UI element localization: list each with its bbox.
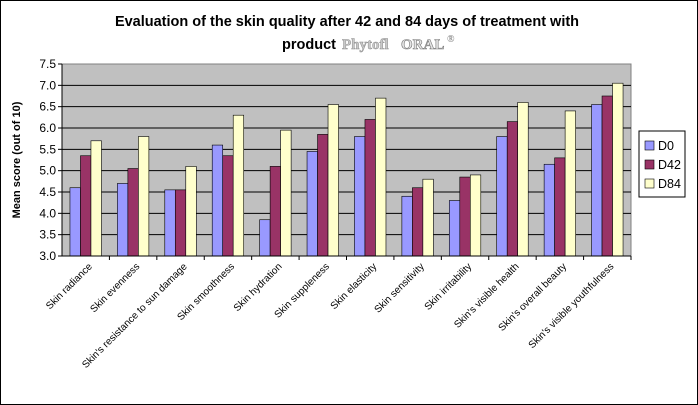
y-tick-label: 6.0 bbox=[39, 121, 56, 135]
x-tick-label: Skin's visible youthfulness bbox=[527, 261, 617, 351]
bar-d42 bbox=[459, 176, 471, 257]
bar-d42 bbox=[506, 121, 519, 257]
legend: D0 D42 D84 bbox=[638, 130, 686, 198]
bar-d0 bbox=[448, 200, 461, 257]
legend-swatch-d42 bbox=[644, 159, 655, 170]
legend-label-d42: D42 bbox=[658, 158, 681, 172]
bar-d42 bbox=[364, 119, 376, 257]
bar-d0 bbox=[117, 183, 129, 257]
legend-swatch-d0 bbox=[644, 140, 655, 151]
product-logo-part2: ORAL bbox=[401, 37, 444, 53]
x-tick-label: Skin irritability bbox=[423, 261, 474, 312]
y-tick-label: 4.5 bbox=[39, 185, 56, 199]
bar-d42 bbox=[317, 134, 329, 257]
bar-d0 bbox=[591, 104, 603, 257]
x-tick-label: Skin hydration bbox=[232, 261, 285, 314]
legend-swatch-d84 bbox=[644, 178, 655, 189]
bar-d84 bbox=[612, 82, 624, 257]
legend-label-d0: D0 bbox=[658, 139, 674, 153]
chart-title-line1: Evaluation of the skin quality after 42 … bbox=[115, 14, 579, 30]
y-tick-label: 6.5 bbox=[39, 100, 56, 114]
bar-d0 bbox=[306, 151, 318, 257]
bar-d0 bbox=[211, 144, 224, 257]
bar-d84 bbox=[280, 129, 292, 257]
bar-d84 bbox=[90, 140, 102, 257]
y-axis-label: Mean score (out of 10) bbox=[11, 101, 23, 218]
y-tick-label: 5.5 bbox=[39, 142, 56, 156]
bar-d0 bbox=[543, 163, 555, 257]
bar-d0 bbox=[69, 187, 81, 257]
x-tick-label: Skin sensitivity bbox=[373, 261, 427, 315]
registered-mark: ® bbox=[447, 34, 455, 45]
bar-d0 bbox=[401, 195, 413, 257]
bar-d84 bbox=[185, 166, 197, 257]
bar-d84 bbox=[422, 178, 434, 257]
x-tick-label: Skin evenness bbox=[88, 261, 142, 315]
bar-d42 bbox=[222, 155, 234, 257]
bar-d84 bbox=[517, 102, 529, 257]
bar-d42 bbox=[80, 155, 92, 257]
bar-d42 bbox=[174, 189, 187, 257]
bar-d0 bbox=[164, 189, 176, 257]
bar-d84 bbox=[138, 136, 150, 257]
legend-label-d84: D84 bbox=[658, 177, 681, 191]
y-tick-label: 7.0 bbox=[39, 78, 56, 92]
grid-lines bbox=[62, 84, 631, 236]
bar-d42 bbox=[601, 95, 613, 257]
bar-d84 bbox=[375, 97, 387, 257]
bar-d84 bbox=[564, 110, 576, 257]
y-tick-label: 3.0 bbox=[39, 249, 56, 263]
y-tick-label: 4.0 bbox=[39, 206, 56, 220]
bar-d42 bbox=[269, 166, 281, 257]
x-tick-label: Skin's resistance to sun damage bbox=[80, 261, 190, 371]
x-tick-label: Skin radiance bbox=[44, 261, 95, 312]
bar-d42 bbox=[412, 187, 424, 257]
bar-d84 bbox=[327, 104, 339, 257]
chart-title-prefix: product bbox=[282, 37, 336, 53]
plot-area bbox=[61, 63, 632, 257]
bars-group bbox=[69, 82, 624, 257]
bar-d84 bbox=[469, 174, 482, 257]
bar-d84 bbox=[232, 114, 245, 257]
bar-d0 bbox=[496, 136, 508, 257]
bar-d0 bbox=[354, 136, 366, 257]
bar-d42 bbox=[127, 168, 139, 257]
bar-d42 bbox=[554, 157, 566, 257]
y-ticks: 3.0 3.5 4.0 4.5 5.0 5.5 6.0 6.5 7.0 7.5 bbox=[39, 57, 62, 263]
bar-d0 bbox=[259, 219, 271, 257]
y-tick-label: 5.0 bbox=[39, 164, 56, 178]
y-tick-label: 7.5 bbox=[39, 57, 56, 71]
x-tick-label: Skin elasticity bbox=[329, 261, 380, 312]
product-logo-part1: Phytofl bbox=[342, 37, 389, 53]
y-tick-label: 3.5 bbox=[39, 228, 56, 242]
